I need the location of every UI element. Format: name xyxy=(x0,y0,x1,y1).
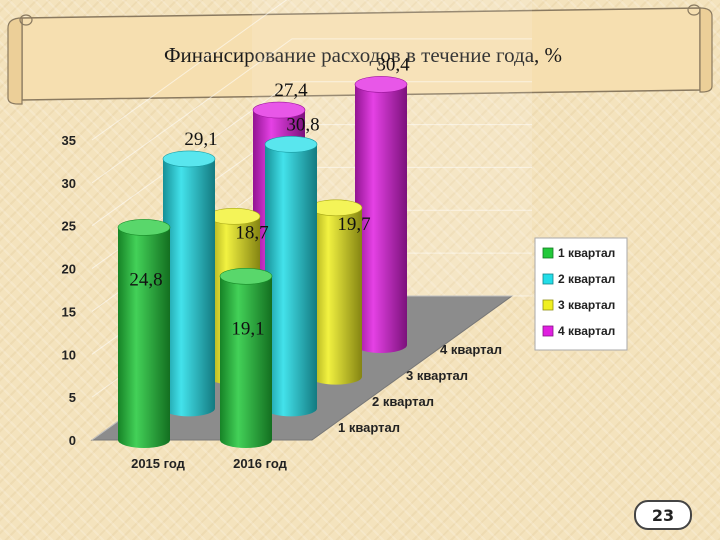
x-category-label: 2015 год xyxy=(131,456,186,471)
legend-swatch xyxy=(542,325,554,337)
gridline xyxy=(91,81,532,227)
data-label: 24,8 xyxy=(129,269,162,290)
title-scroll-banner: Финансирование расходов в течение года, … xyxy=(7,4,713,105)
legend-label: 1 квартал xyxy=(558,246,615,260)
data-labels: 24,8 19,1 29,1 30,8 18,7 19,7 27,4 30,4 xyxy=(129,54,410,339)
gridline xyxy=(91,38,532,184)
bar-top xyxy=(354,76,408,93)
legend-label: 3 квартал xyxy=(558,298,615,312)
bar xyxy=(309,199,363,385)
y-tick-label: 5 xyxy=(69,390,76,405)
data-label: 18,7 xyxy=(235,222,268,243)
depth-axis-categories: 1 квартал 2 квартал 3 квартал 4 квартал xyxy=(338,342,502,435)
bar-top xyxy=(162,150,216,168)
bar-top xyxy=(219,267,273,285)
x-axis-categories: 2015 год 2016 год xyxy=(131,456,288,471)
bar-body xyxy=(220,276,272,448)
bar-body xyxy=(118,227,170,448)
data-label: 19,7 xyxy=(337,214,370,235)
y-axis-ticks: 0 5 10 15 20 25 30 35 xyxy=(62,133,76,448)
y-tick-label: 15 xyxy=(62,304,76,319)
legend-swatch xyxy=(542,273,554,285)
bar xyxy=(162,150,216,417)
gridline xyxy=(91,0,288,141)
depth-category-label: 2 квартал xyxy=(372,394,434,409)
bar-top xyxy=(264,136,318,153)
legend-label: 4 квартал xyxy=(558,324,615,338)
data-label: 27,4 xyxy=(274,80,308,101)
y-tick-label: 20 xyxy=(62,262,76,277)
data-label: 30,4 xyxy=(376,54,410,75)
depth-category-label: 1 квартал xyxy=(338,420,400,435)
bar xyxy=(117,219,171,448)
bar xyxy=(219,267,273,448)
bar-body xyxy=(163,158,215,417)
page-number-badge: 23 xyxy=(634,500,692,530)
y-tick-label: 35 xyxy=(62,133,76,148)
data-label: 19,1 xyxy=(231,318,264,339)
bar-top xyxy=(117,219,171,236)
bar xyxy=(354,76,408,353)
depth-category-label: 4 квартал xyxy=(440,342,502,357)
bar xyxy=(264,136,318,417)
x-category-label: 2016 год xyxy=(233,456,288,471)
legend-swatch xyxy=(542,247,554,259)
legend-label: 2 квартал xyxy=(558,272,615,286)
page-title: Финансирование расходов в течение года, … xyxy=(164,43,562,67)
y-tick-label: 30 xyxy=(62,176,76,191)
legend-swatch xyxy=(542,299,554,311)
bar-top xyxy=(252,101,306,119)
y-tick-label: 25 xyxy=(62,219,76,234)
bar-body xyxy=(265,144,317,417)
y-tick-label: 10 xyxy=(62,347,76,362)
bar-body xyxy=(355,84,407,353)
data-label: 29,1 xyxy=(184,129,217,150)
bars xyxy=(117,76,408,448)
legend: 1 квартал 2 квартал 3 квартал 4 квартал xyxy=(534,237,628,351)
bar-body xyxy=(310,207,362,385)
y-tick-label: 0 xyxy=(69,433,76,448)
data-label: 30,8 xyxy=(286,114,319,135)
depth-category-label: 3 квартал xyxy=(406,368,468,383)
